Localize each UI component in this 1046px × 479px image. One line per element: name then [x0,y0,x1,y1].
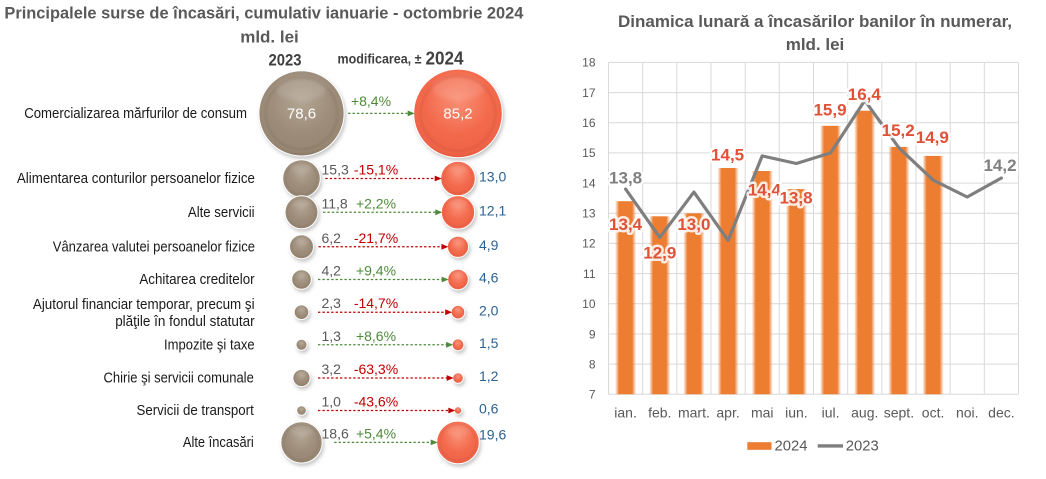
svg-text:12,9: 12,9 [643,243,676,262]
svg-text:oct.: oct. [922,405,945,421]
svg-text:85,2: 85,2 [443,105,472,122]
svg-text:-63,3%: -63,3% [354,361,398,377]
svg-text:18,6: 18,6 [322,425,349,441]
svg-text:14,5: 14,5 [711,145,744,164]
svg-text:13: 13 [582,207,596,221]
svg-text:9: 9 [589,327,596,341]
svg-text:13,0: 13,0 [677,215,710,234]
svg-text:2024: 2024 [426,47,465,68]
svg-text:14,9: 14,9 [916,128,949,147]
svg-text:12: 12 [582,237,596,251]
svg-text:4,6: 4,6 [479,270,499,286]
svg-text:Servicii de transport: Servicii de transport [137,403,254,419]
svg-text:Vânzarea valutei persoanelor f: Vânzarea valutei persoanelor fizice [53,239,255,255]
svg-text:-43,6%: -43,6% [354,394,398,410]
svg-text:19,6: 19,6 [479,427,506,443]
svg-text:10: 10 [582,297,596,311]
svg-text:0,6: 0,6 [479,401,499,417]
svg-text:1,0: 1,0 [322,394,342,410]
svg-text:12,9: 12,9 [643,243,676,262]
svg-text:13,0: 13,0 [677,215,710,234]
svg-text:Alimentarea conturilor persoan: Alimentarea conturilor persoanelor fizic… [17,171,255,187]
svg-text:1,3: 1,3 [322,328,342,344]
svg-text:14,2: 14,2 [983,156,1016,175]
svg-text:Alte servicii: Alte servicii [188,205,255,221]
svg-text:dec.: dec. [988,405,1014,421]
svg-text:-21,7%: -21,7% [354,230,398,246]
svg-text:1,2: 1,2 [479,368,499,384]
svg-text:2024: 2024 [775,438,808,454]
svg-text:+8,6%: +8,6% [356,328,396,344]
svg-text:8: 8 [589,357,596,371]
svg-text:13,4: 13,4 [609,215,643,234]
svg-text:2023: 2023 [846,438,879,454]
svg-text:mld. lei: mld. lei [240,27,299,46]
svg-text:Dinamica lunară a încasărilor: Dinamica lunară a încasărilor banilor în… [618,12,1012,31]
svg-text:11,8: 11,8 [322,195,348,211]
svg-text:+5,4%: +5,4% [356,425,396,441]
svg-text:Achitarea creditelor: Achitarea creditelor [139,272,254,288]
svg-text:14,4: 14,4 [748,181,782,200]
svg-text:modificarea, ±: modificarea, ± [338,51,422,67]
svg-text:aug.: aug. [851,405,878,421]
svg-text:15,2: 15,2 [882,121,915,140]
svg-text:15,3: 15,3 [322,162,349,178]
svg-text:17: 17 [582,86,596,100]
svg-text:4,9: 4,9 [479,237,499,253]
svg-text:14,4: 14,4 [748,181,782,200]
svg-text:mai: mai [751,405,774,421]
svg-text:3,2: 3,2 [322,361,342,377]
svg-text:+8,4%: +8,4% [351,93,391,109]
svg-text:13,8: 13,8 [779,189,812,208]
svg-text:Alte încasări: Alte încasări [183,435,254,451]
svg-text:noi.: noi. [956,405,979,421]
svg-text:14,5: 14,5 [711,145,744,164]
svg-text:16,4: 16,4 [848,85,882,104]
svg-text:ian.: ian. [614,405,637,421]
svg-text:11: 11 [583,267,596,281]
svg-text:13,8: 13,8 [609,169,642,188]
svg-text:18: 18 [582,56,596,70]
svg-text:13,4: 13,4 [609,215,643,234]
svg-text:13,0: 13,0 [479,169,506,185]
svg-text:Impozite şi taxe: Impozite şi taxe [164,337,255,353]
svg-text:+9,4%: +9,4% [356,263,396,279]
svg-text:14,2: 14,2 [983,156,1016,175]
svg-text:Chirie şi servicii comunale: Chirie şi servicii comunale [104,371,254,387]
svg-text:13,8: 13,8 [609,169,642,188]
svg-text:mld. lei: mld. lei [786,35,845,54]
svg-text:15,9: 15,9 [813,101,846,120]
svg-text:78,6: 78,6 [287,105,316,122]
svg-text:2,3: 2,3 [322,295,342,311]
svg-text:14: 14 [582,176,596,190]
svg-text:15: 15 [582,146,596,160]
svg-text:7: 7 [589,388,596,402]
svg-text:2,0: 2,0 [479,302,499,318]
svg-text:apr.: apr. [716,405,739,421]
svg-text:1,5: 1,5 [479,335,499,351]
svg-text:16: 16 [582,116,596,130]
svg-text:iun.: iun. [785,405,808,421]
svg-text:2023: 2023 [269,50,302,69]
svg-text:13,8: 13,8 [779,189,812,208]
svg-text:plăţile în fondul statutar: plăţile în fondul statutar [115,314,255,330]
svg-text:Principalele surse de încasări: Principalele surse de încasări, cumulati… [4,4,524,23]
svg-text:14,9: 14,9 [916,128,949,147]
svg-text:16,4: 16,4 [848,85,882,104]
svg-text:-15,1%: -15,1% [354,162,398,178]
svg-text:6,2: 6,2 [322,230,342,246]
svg-text:12,1: 12,1 [479,203,506,219]
svg-text:+2,2%: +2,2% [356,195,396,211]
svg-text:4,2: 4,2 [322,263,342,279]
svg-text:iul.: iul. [822,405,840,421]
svg-text:Comercializarea mărfurilor de: Comercializarea mărfurilor de consum [24,106,247,122]
svg-text:sept.: sept. [884,405,914,421]
svg-text:feb.: feb. [648,405,671,421]
svg-text:-14,7%: -14,7% [354,295,398,311]
svg-text:Ajutorul financiar temporar, p: Ajutorul financiar temporar, precum şi [33,297,255,313]
svg-text:15,2: 15,2 [882,121,915,140]
svg-text:15,9: 15,9 [813,101,846,120]
svg-text:mart.: mart. [678,405,710,421]
